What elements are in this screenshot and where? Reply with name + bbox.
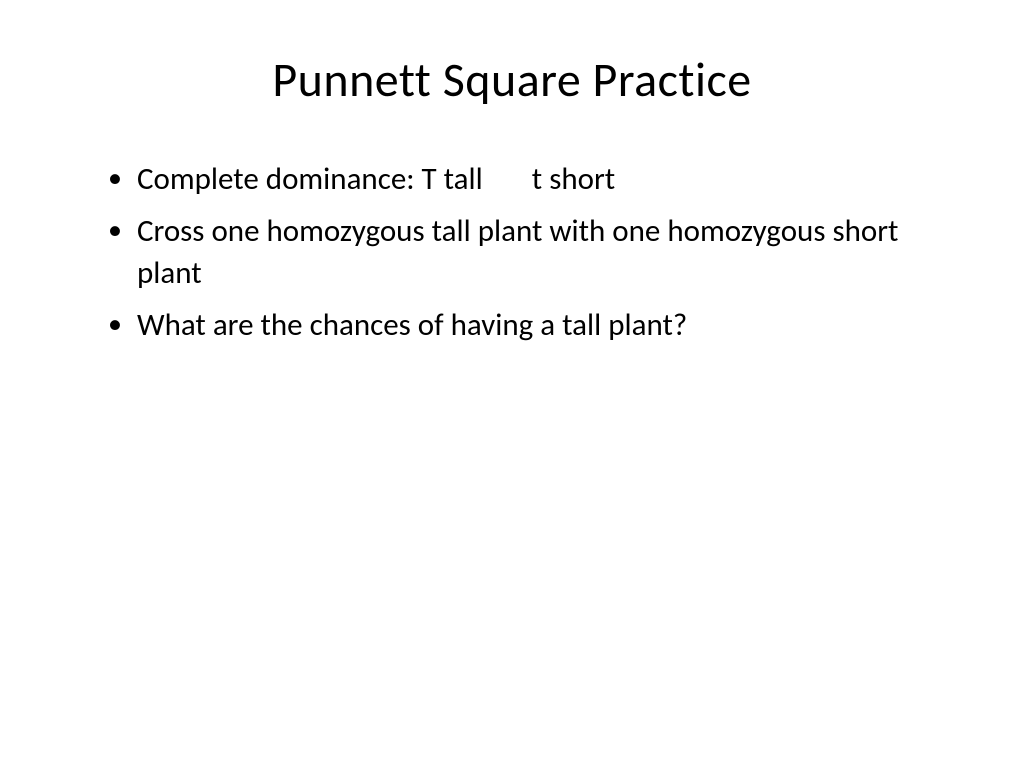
- slide-title: Punnett Square Practice: [95, 50, 929, 109]
- slide-container: Punnett Square Practice Complete dominan…: [0, 0, 1024, 768]
- bullet-item: Complete dominance: T tall t short: [105, 159, 929, 201]
- slide-content: Complete dominance: T tall t short Cross…: [95, 159, 929, 346]
- bullet-item: What are the chances of having a tall pl…: [105, 305, 929, 347]
- bullet-list: Complete dominance: T tall t short Cross…: [105, 159, 929, 346]
- bullet-item: Cross one homozygous tall plant with one…: [105, 211, 929, 295]
